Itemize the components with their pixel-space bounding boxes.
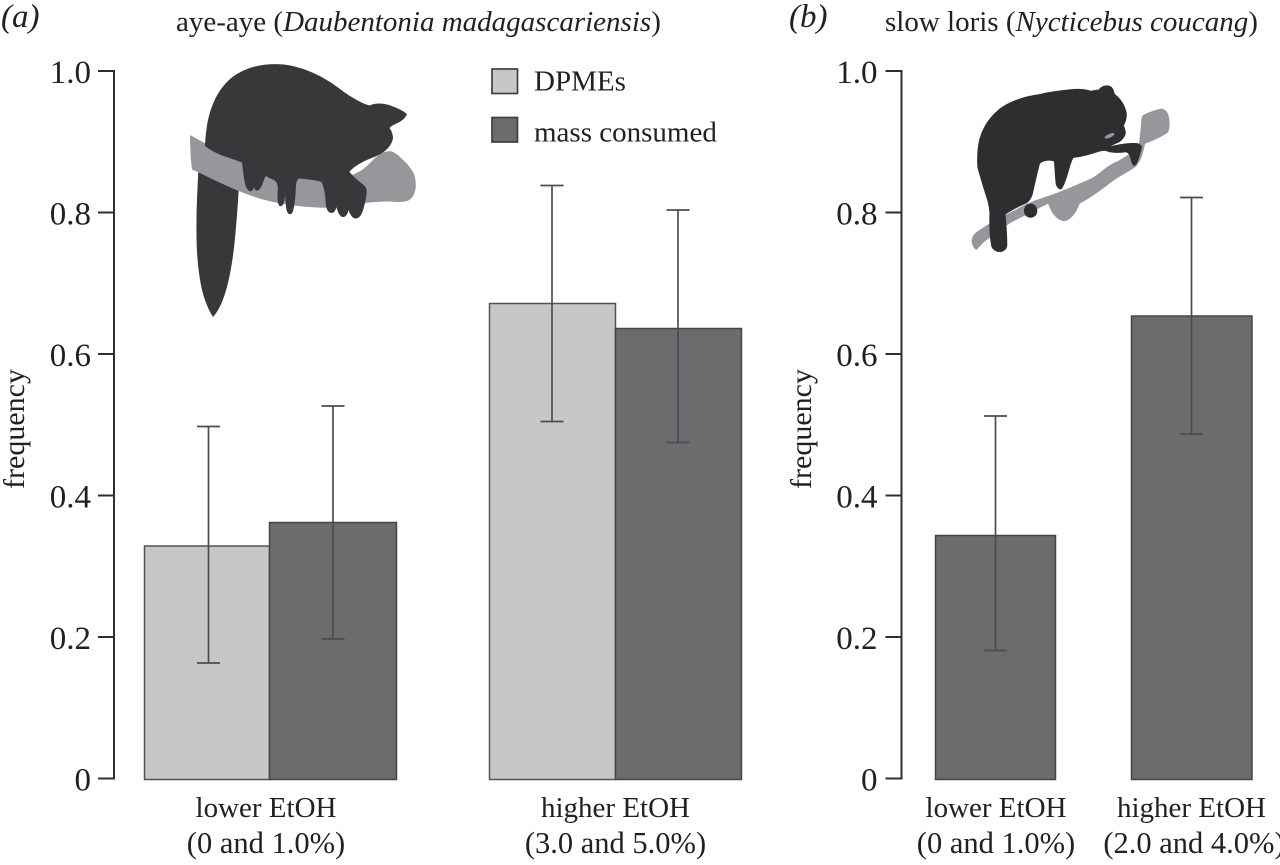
svg-text:(b): (b) — [789, 0, 827, 35]
svg-text:1.0: 1.0 — [50, 55, 91, 91]
svg-text:1.0: 1.0 — [836, 55, 877, 91]
svg-text:(2.0 and 4.0%): (2.0 and 4.0%) — [1103, 826, 1280, 860]
svg-text:slow loris (Nycticebus coucang: slow loris (Nycticebus coucang) — [885, 6, 1258, 38]
svg-text:0.4: 0.4 — [50, 480, 91, 516]
svg-text:0.6: 0.6 — [836, 338, 877, 374]
svg-text:higher EtOH: higher EtOH — [541, 792, 690, 824]
svg-text:0.2: 0.2 — [50, 621, 91, 657]
svg-text:aye-aye (Daubentonia madagasca: aye-aye (Daubentonia madagascariensis) — [176, 6, 661, 38]
svg-text:lower EtOH: lower EtOH — [196, 792, 337, 824]
svg-text:0: 0 — [75, 763, 92, 799]
svg-text:0.4: 0.4 — [836, 480, 877, 516]
svg-text:(0 and 1.0%): (0 and 1.0%) — [187, 826, 345, 860]
svg-text:frequency: frequency — [0, 369, 31, 489]
svg-text:mass consumed: mass consumed — [534, 117, 717, 149]
svg-text:higher EtOH: higher EtOH — [1117, 792, 1266, 824]
svg-text:DPMEs: DPMEs — [534, 66, 626, 98]
svg-text:0.8: 0.8 — [836, 197, 877, 233]
svg-text:(3.0 and 5.0%): (3.0 and 5.0%) — [525, 826, 706, 860]
svg-text:0.6: 0.6 — [50, 338, 91, 374]
svg-text:0: 0 — [861, 763, 878, 799]
svg-text:(0 and 1.0%): (0 and 1.0%) — [917, 826, 1075, 860]
svg-text:0.8: 0.8 — [50, 197, 91, 233]
svg-text:(a): (a) — [1, 0, 39, 35]
svg-text:frequency: frequency — [785, 369, 818, 489]
svg-text:0.2: 0.2 — [836, 621, 877, 657]
svg-text:lower EtOH: lower EtOH — [926, 792, 1067, 824]
